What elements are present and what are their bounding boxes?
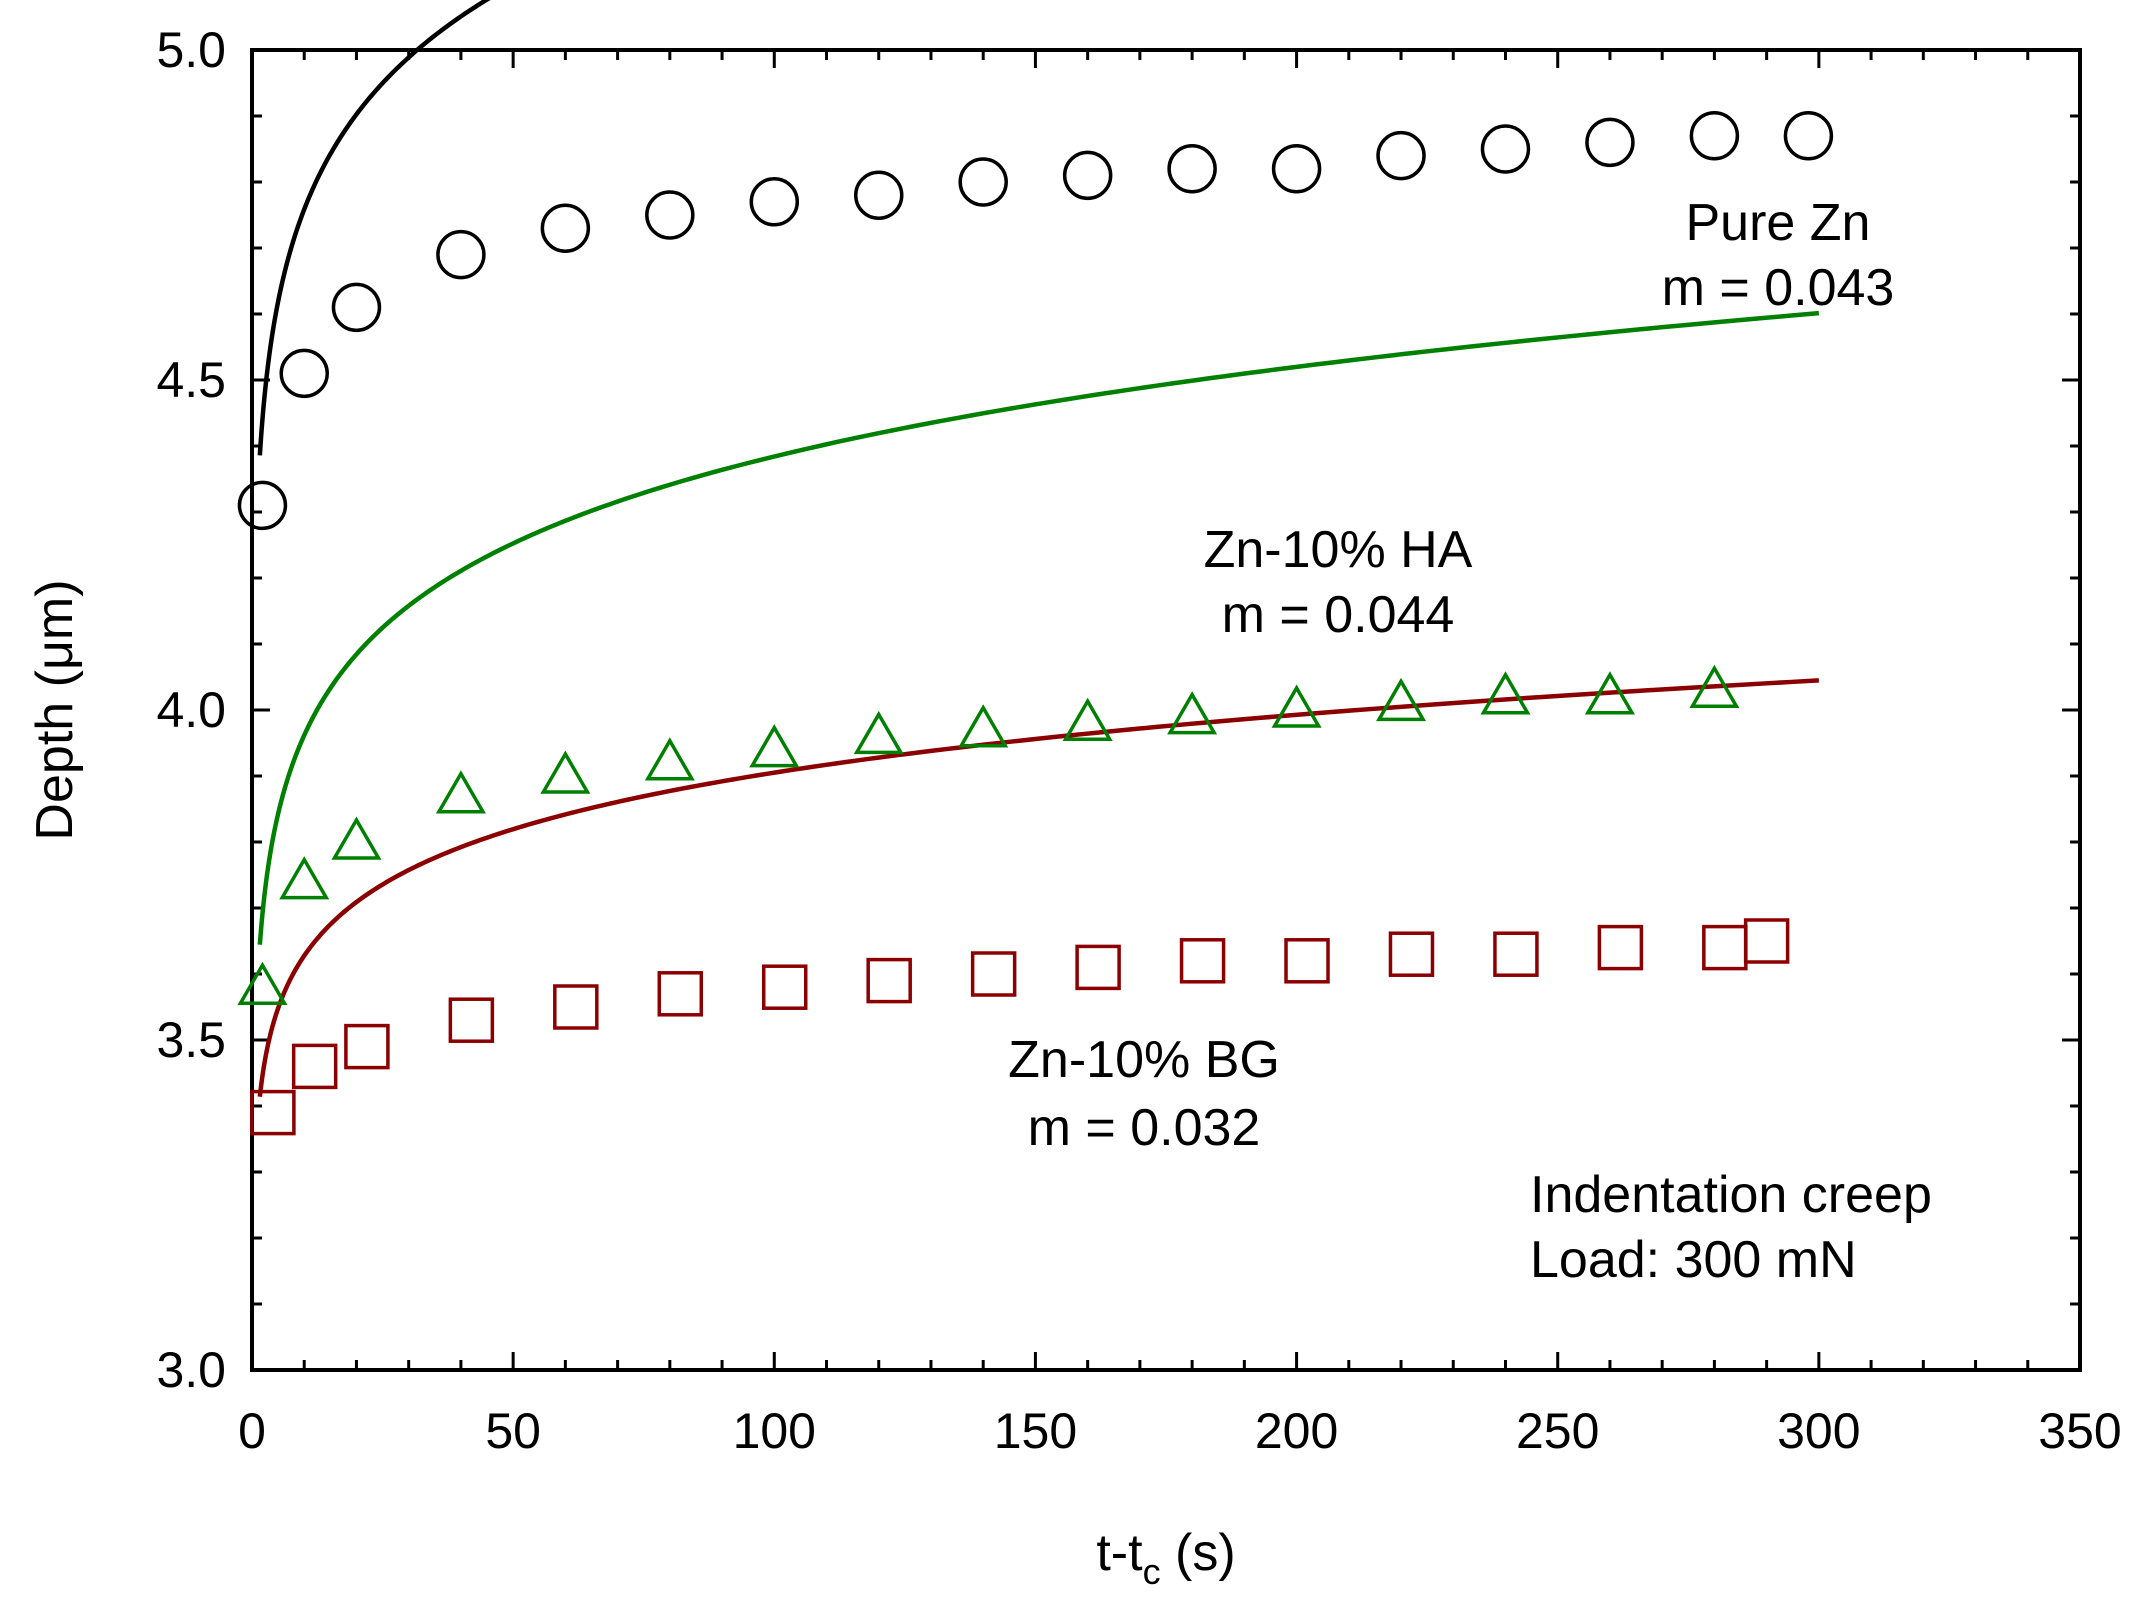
data-point-square	[866, 957, 912, 1004]
data-point-circle	[279, 348, 329, 399]
data-point-triangle	[853, 710, 904, 755]
data-point-triangle	[279, 856, 330, 900]
data-point-square	[291, 1043, 338, 1090]
data-point-square	[657, 971, 704, 1017]
data-point-square	[448, 997, 495, 1043]
data-point-square	[553, 984, 599, 1030]
fit-curves	[257, 0, 1820, 1097]
data-point-square	[344, 1023, 390, 1070]
data-point-triangle	[1167, 691, 1218, 735]
fit-curve	[257, 310, 1820, 945]
x-tick-label: 300	[1777, 1403, 1860, 1459]
axis-ticks	[250, 48, 2082, 1372]
data-point-triangle	[1689, 664, 1740, 708]
m-label-zn-bg: m = 0.032	[1028, 1099, 1261, 1157]
data-point-triangle	[1375, 677, 1427, 722]
data-point-triangle	[1480, 671, 1531, 715]
data-point-circle	[1271, 144, 1322, 194]
data-point-circle	[1783, 111, 1834, 161]
data-point-circle	[1480, 124, 1531, 174]
data-point-triangle	[540, 750, 591, 794]
data-point-triangle	[435, 770, 486, 814]
y-tick-label: 4.5	[156, 352, 226, 408]
x-tick-label: 200	[1255, 1403, 1338, 1459]
data-point-triangle	[331, 816, 382, 860]
y-tick-label: 3.5	[156, 1012, 226, 1068]
data-point-square	[250, 1089, 296, 1136]
m-label-pure-zn: m = 0.043	[1662, 259, 1895, 317]
fit-curve	[257, 678, 1819, 1097]
x-tick-label: 150	[994, 1403, 1077, 1459]
y-axis-title: Depth (μm)	[26, 579, 84, 840]
data-markers	[237, 111, 1834, 1136]
data-point-triangle	[237, 961, 288, 1005]
data-point-triangle	[1062, 697, 1113, 741]
y-tick-label: 3.0	[156, 1342, 226, 1398]
data-point-circle	[1585, 117, 1635, 168]
data-point-triangle	[644, 737, 695, 781]
x-tick-label: 50	[485, 1403, 541, 1459]
data-point-circle	[1376, 130, 1426, 181]
data-point-circle	[540, 203, 591, 253]
data-point-square	[1284, 938, 1330, 984]
data-point-square	[970, 951, 1017, 997]
data-point-square	[1388, 931, 1435, 977]
data-point-triangle	[1584, 671, 1635, 715]
data-point-circle	[1167, 144, 1217, 194]
data-point-square	[1702, 924, 1748, 971]
data-point-circle	[331, 282, 382, 333]
label-zn-ha: Zn-10% HA	[1204, 521, 1473, 579]
data-point-square	[1597, 924, 1644, 971]
axis-tick-labels: 0 50 100 150 200 250 300 350 3.0 3.5 4.0 4.5 5.0	[156, 22, 2121, 1459]
y-tick-label: 4.0	[156, 682, 226, 738]
annotation-indentation-creep: Indentation creep	[1530, 1166, 1932, 1224]
data-point-circle	[1689, 111, 1740, 161]
data-point-square	[1179, 938, 1226, 984]
data-point-circle	[237, 480, 288, 531]
label-zn-bg: Zn-10% BG	[1008, 1031, 1280, 1089]
label-pure-zn: Pure Zn	[1686, 194, 1871, 252]
data-point-circle	[749, 177, 800, 227]
data-point-square	[761, 964, 808, 1010]
x-tick-label: 350	[2038, 1403, 2121, 1459]
data-point-circle	[645, 190, 695, 240]
x-tick-label: 100	[733, 1403, 816, 1459]
x-axis-title: t-tc (s)	[1096, 1524, 1235, 1592]
m-label-zn-ha: m = 0.044	[1222, 586, 1455, 644]
x-tick-label: 0	[238, 1403, 266, 1459]
data-point-circle	[436, 229, 486, 280]
y-tick-label: 5.0	[156, 22, 226, 78]
fit-curve	[257, 0, 491, 456]
data-point-square	[1075, 944, 1121, 991]
data-point-circle	[853, 170, 904, 220]
annotation-load: Load: 300 mN	[1530, 1231, 1857, 1289]
x-tick-label: 250	[1516, 1403, 1599, 1459]
data-point-triangle	[749, 724, 800, 768]
data-point-square	[1743, 918, 1790, 964]
data-point-triangle	[1271, 684, 1322, 728]
data-point-circle	[958, 157, 1008, 207]
data-point-triangle	[958, 704, 1009, 748]
data-point-circle	[1062, 150, 1113, 201]
data-point-square	[1493, 931, 1539, 977]
